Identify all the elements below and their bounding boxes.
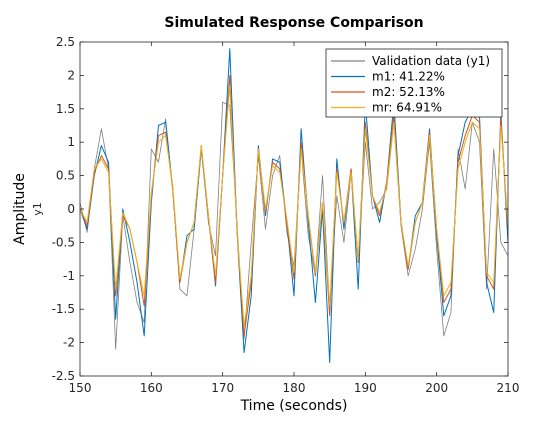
y-tick-label: 1.5 <box>56 102 75 116</box>
legend-entry-label: Validation data (y1) <box>372 54 490 68</box>
y-axis-label: Amplitude <box>12 173 28 245</box>
y-tick-label: 2.5 <box>56 35 75 49</box>
y-tick-label: 1 <box>67 135 75 149</box>
y-axis: -2.5 -2 -1.5 -1 -0.5 0 0.5 1 1.5 2 2.5 <box>52 35 508 383</box>
y-tick-label: -0.5 <box>52 235 75 249</box>
y-tick-label: 2 <box>67 68 75 82</box>
legend-entry-label: mr: 64.91% <box>372 101 442 115</box>
x-tick-label: 180 <box>283 381 306 395</box>
legend-box <box>325 48 503 118</box>
y-tick-label: -1 <box>63 269 75 283</box>
x-tick-label: 160 <box>140 381 163 395</box>
x-tick-label: 210 <box>497 381 520 395</box>
y-tick-label: -1.5 <box>52 302 75 316</box>
y-tick-label: 0.5 <box>56 169 75 183</box>
y-tick-label: 0 <box>67 202 75 216</box>
legend-entry-label: m1: 41.22% <box>372 70 445 84</box>
x-axis: 150 160 170 180 190 200 210 <box>69 42 520 395</box>
y-tick-label: -2.5 <box>52 369 75 383</box>
series-line-mr <box>79 84 509 327</box>
legend-entry-label: m2: 52.13% <box>372 85 445 99</box>
series-group <box>79 48 509 364</box>
y-axis-channel-label: y1 <box>31 202 44 216</box>
x-tick-label: 150 <box>69 381 92 395</box>
chart-title: Simulated Response Comparison <box>164 15 423 31</box>
legend: Validation data (y1) m1: 41.22%m2: 52.13%… <box>325 48 503 118</box>
x-tick-label: 170 <box>211 381 234 395</box>
y-tick-label: -2 <box>63 336 75 350</box>
x-tick-label: 200 <box>425 381 448 395</box>
x-tick-label: 190 <box>354 381 377 395</box>
x-axis-label: Time (seconds) <box>240 398 348 414</box>
